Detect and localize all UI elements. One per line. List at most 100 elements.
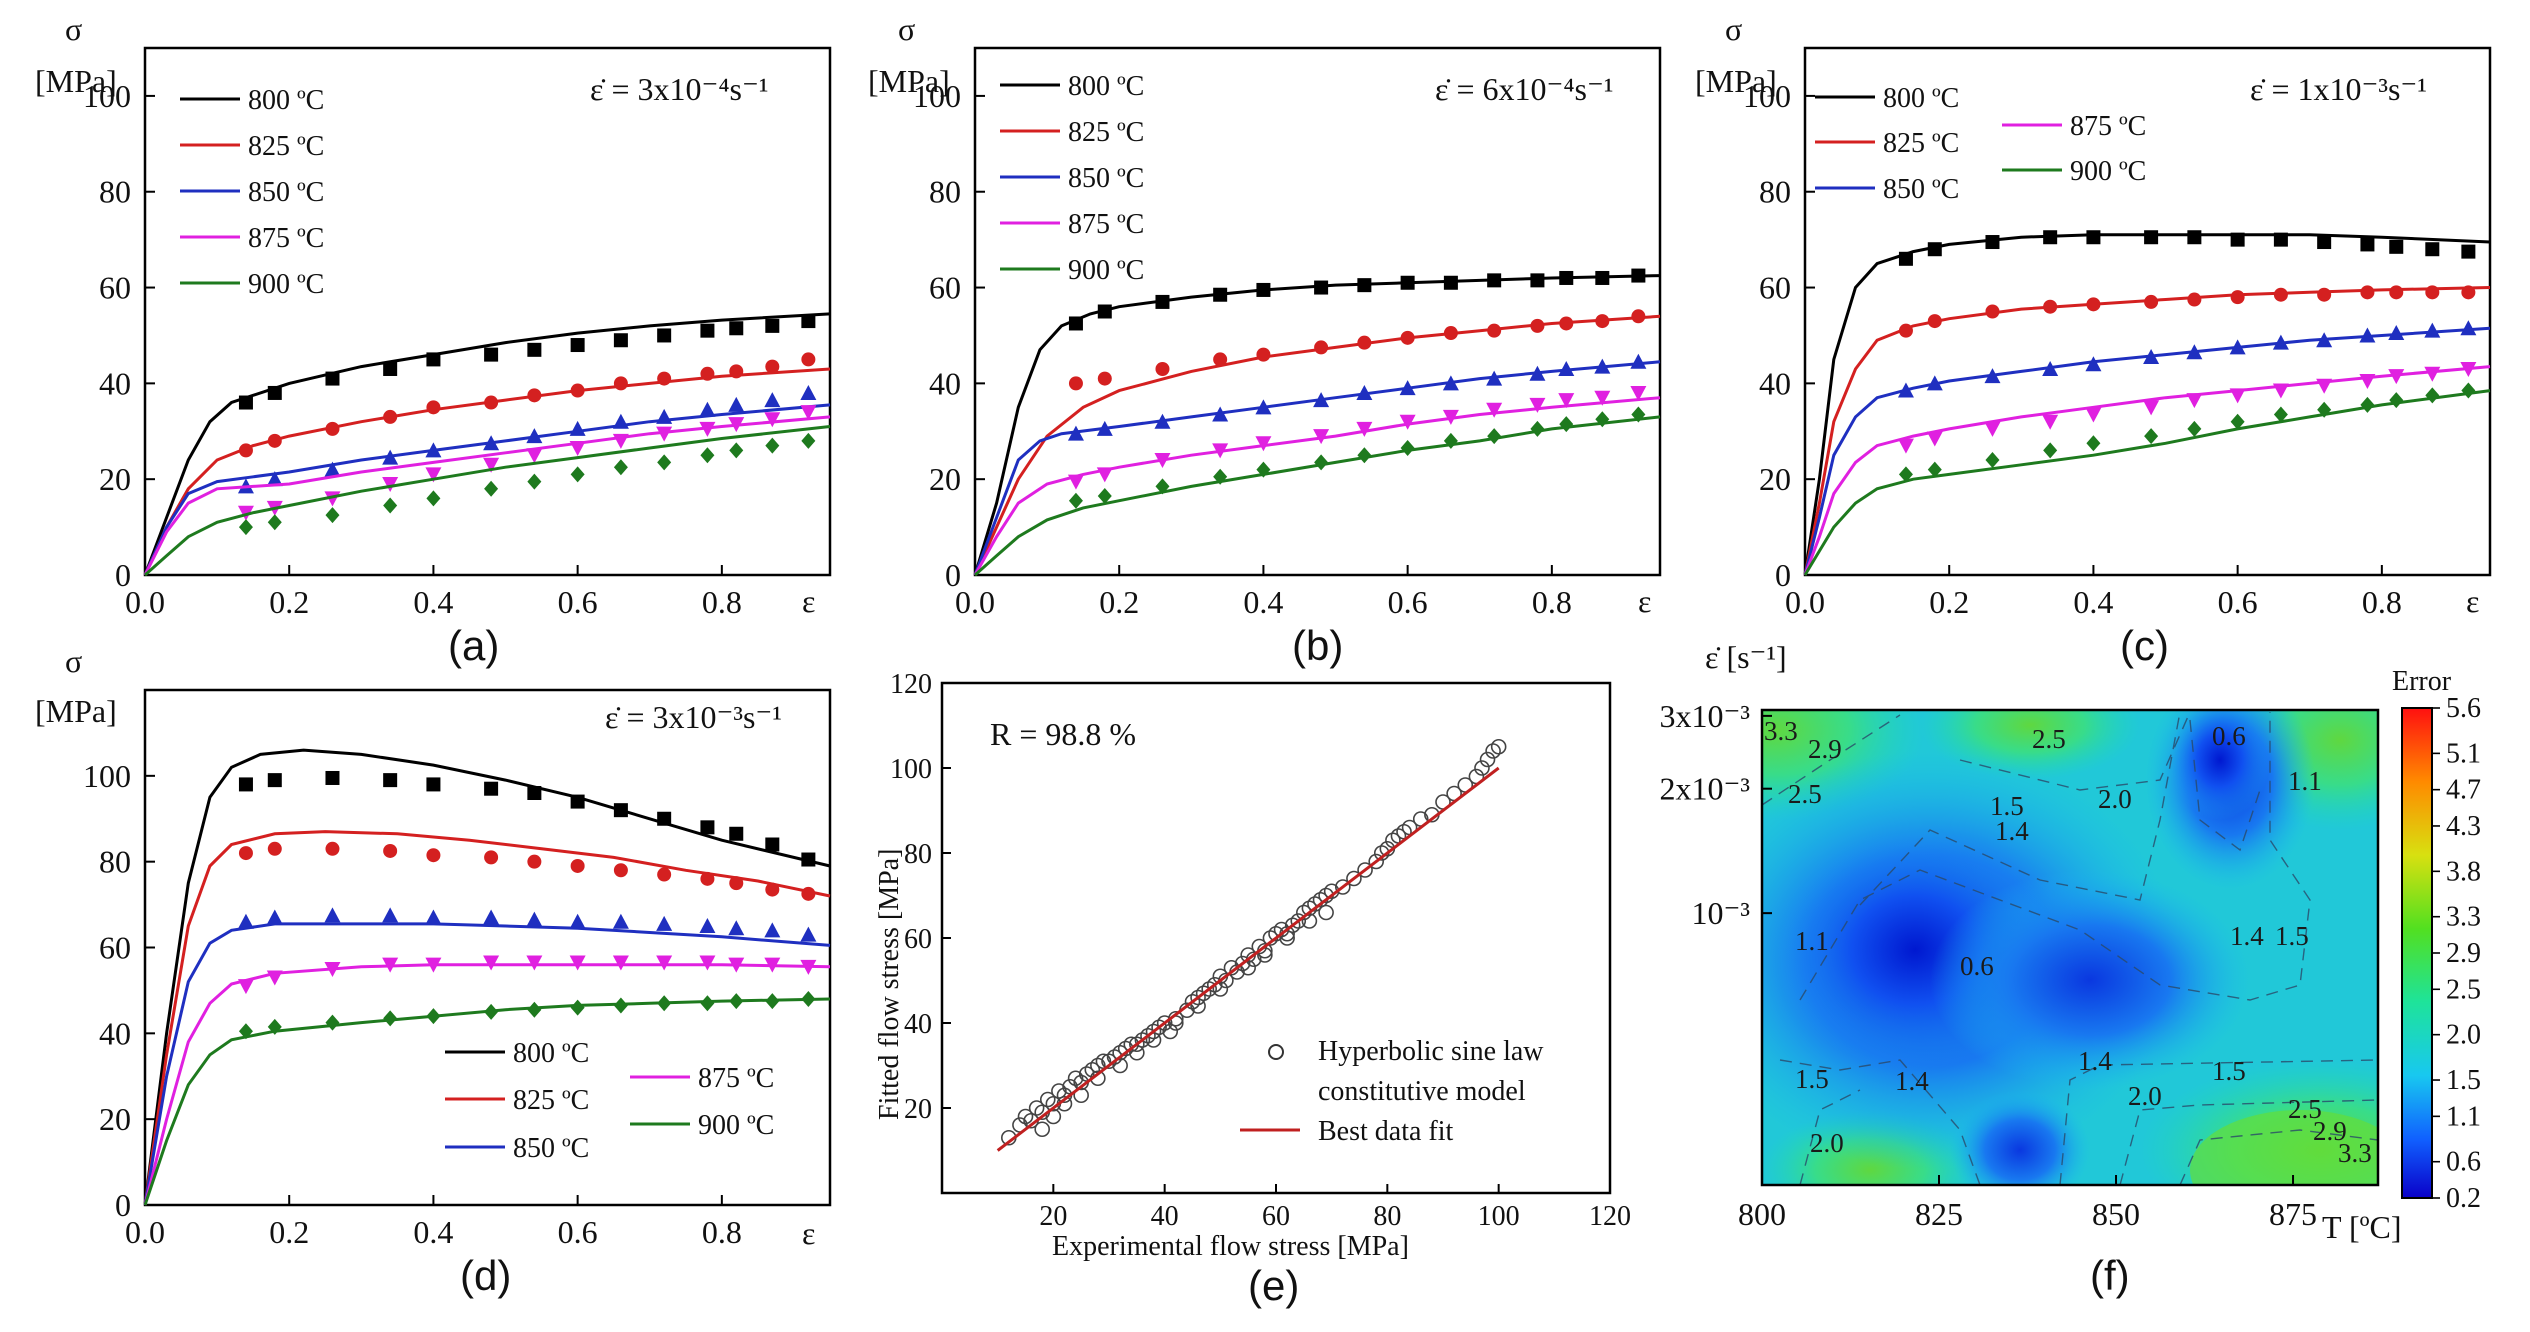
colorbar-tick-label: 4.7	[2446, 775, 2481, 806]
x-tick-label: 0.8	[702, 1214, 742, 1250]
data-point	[237, 979, 254, 995]
data-point	[765, 837, 780, 852]
scatter-point	[1140, 1027, 1156, 1044]
data-point	[526, 428, 543, 444]
data-point	[2144, 294, 2159, 309]
data-point	[2460, 361, 2477, 377]
data-point	[1985, 452, 2000, 469]
data-point	[1399, 414, 1416, 430]
panel-d-ticks: 0.0 0.2 0.4 0.6 0.8 0 20 40 60 80 100	[83, 758, 742, 1250]
colorbar-tick-label: 0.2	[2446, 1183, 2481, 1214]
data-point	[2086, 230, 2101, 245]
data-point	[2317, 401, 2332, 418]
data-point	[801, 886, 816, 901]
series-line	[143, 922, 831, 1206]
data-point	[1984, 368, 2001, 384]
y-tick-label: 80	[1759, 174, 1791, 210]
data-point	[2389, 285, 2404, 300]
data-point	[2085, 407, 2102, 423]
data-point	[2043, 230, 2058, 245]
data-point	[1097, 487, 1112, 504]
data-point	[613, 997, 628, 1014]
contour-label: 1.4	[2078, 1046, 2112, 1076]
panel-f-label: (f)	[2090, 1252, 2130, 1299]
panel-f-ylabel: ε̇ [s⁻¹]	[1705, 639, 1787, 675]
panel-d-rate: ε̇ = 3x10⁻³s⁻¹	[605, 699, 782, 735]
data-point	[2424, 366, 2441, 382]
data-point	[1631, 406, 1646, 423]
data-point	[324, 907, 341, 923]
data-point	[2143, 349, 2160, 365]
series-line	[143, 963, 831, 1206]
panel-a-curves	[143, 312, 831, 577]
x-tick-label: 100	[1478, 1201, 1520, 1232]
panel-c-ticks: 0.0 0.2 0.4 0.6 0.8 0 20 40 60 80 100	[1743, 78, 2402, 620]
data-point	[325, 507, 340, 524]
contour-label: 0.6	[1960, 951, 1994, 981]
x-tick-label: 0.0	[125, 584, 165, 620]
x-tick-label: 0.2	[1929, 584, 1969, 620]
data-point	[1558, 393, 1575, 409]
data-point	[1898, 251, 1913, 266]
legend-label: 900 ºC	[2070, 156, 2146, 187]
panel-b: σ [MPa] ε (b) ε̇ = 6x10⁻⁴s⁻¹ 0.0 0.2 0.4 0.…	[868, 11, 1662, 669]
data-point	[1155, 294, 1170, 309]
data-point	[1256, 461, 1271, 478]
data-point	[570, 338, 585, 353]
data-point	[266, 970, 283, 986]
panel-d-ylabel-unit: [MPa]	[35, 693, 117, 729]
data-point	[1096, 420, 1113, 436]
data-point	[267, 841, 282, 856]
data-point	[800, 959, 817, 975]
colorbar-tick-label: 3.8	[2446, 856, 2481, 887]
data-point	[570, 466, 585, 483]
data-point	[1442, 409, 1459, 425]
y-tick-label: 0	[115, 1187, 131, 1223]
y-tick-label: 80	[929, 174, 961, 210]
data-point	[2086, 435, 2101, 452]
data-point	[2425, 242, 2440, 257]
colorbar-tick-label: 0.6	[2446, 1147, 2481, 1178]
data-point	[1897, 382, 1914, 398]
data-point	[2229, 339, 2246, 355]
data-point	[765, 882, 780, 897]
panel-b-curves	[973, 268, 1661, 577]
data-point	[2143, 400, 2160, 416]
scatter-point	[1290, 913, 1307, 929]
panel-f-frame	[1760, 708, 2380, 1187]
data-point	[2424, 322, 2441, 338]
data-point	[1213, 352, 1228, 367]
scatter-point	[1195, 985, 1212, 1002]
panel-b-ylabel-unit: [MPa]	[868, 63, 950, 99]
x-tick-label: 0.6	[1388, 584, 1428, 620]
legend-label: 850 ºC	[1068, 163, 1144, 194]
data-point	[2187, 230, 2202, 245]
data-point	[765, 359, 780, 374]
data-point	[1357, 278, 1372, 293]
legend-label: 900 ºC	[698, 1110, 774, 1141]
data-point	[612, 413, 629, 429]
scatter-point	[1284, 917, 1301, 934]
data-point	[699, 401, 716, 417]
contour-label: 2.5	[2032, 724, 2066, 754]
data-point	[656, 955, 673, 971]
data-point	[613, 459, 628, 476]
data-point	[383, 1010, 398, 1027]
contour-label: 2.9	[1808, 734, 1842, 764]
data-point	[1400, 330, 1415, 345]
data-point	[800, 405, 817, 421]
data-point	[484, 480, 499, 497]
data-point	[483, 457, 500, 473]
series-line	[1803, 389, 2491, 576]
data-point	[613, 803, 628, 818]
data-point	[657, 867, 672, 882]
data-point	[1529, 397, 1546, 413]
y-tick-label: 20	[99, 1101, 131, 1137]
data-point	[2187, 292, 2202, 307]
x-tick-label: 0.8	[1532, 584, 1572, 620]
x-tick-label: 0.2	[269, 584, 309, 620]
data-point	[2389, 239, 2404, 254]
series-line	[973, 396, 1661, 576]
x-tick-label: 0.4	[2073, 584, 2113, 620]
data-point	[267, 514, 282, 531]
